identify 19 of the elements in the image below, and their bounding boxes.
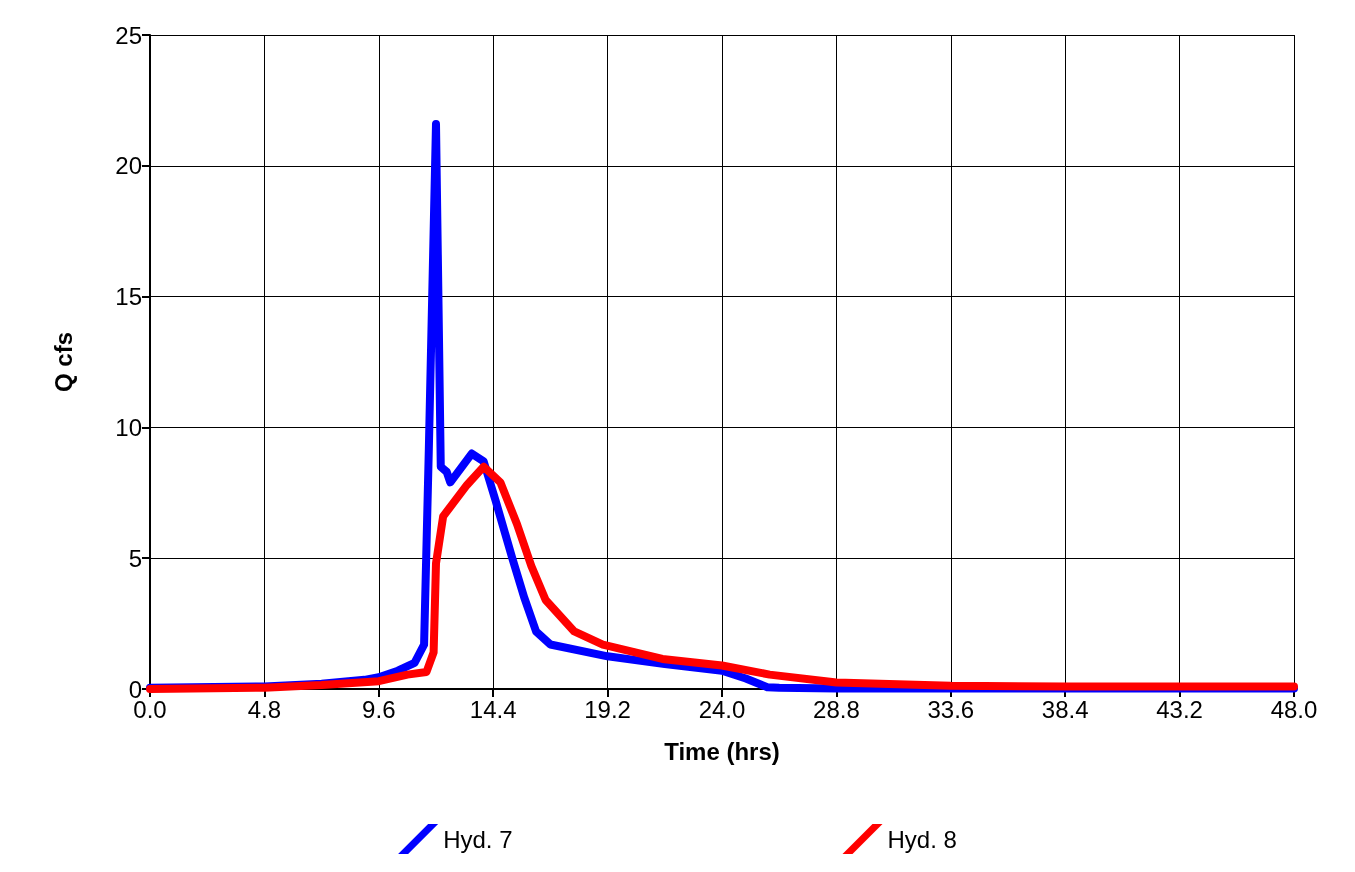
y-axis-title: Q cfs xyxy=(49,331,77,393)
x-tick-label: 43.2 xyxy=(1156,695,1203,723)
y-tick-label: 5 xyxy=(128,544,142,572)
x-tick-label: 33.6 xyxy=(927,695,975,723)
x-tick-label: 28.8 xyxy=(813,695,860,723)
x-tick-label: 19.2 xyxy=(584,695,631,723)
x-tick-label: 24.0 xyxy=(698,695,746,723)
x-tick-label: 9.6 xyxy=(362,695,396,723)
legend-label: Hyd. 8 xyxy=(887,825,957,853)
y-tick-label: 20 xyxy=(115,152,142,180)
y-tick-label: 15 xyxy=(115,283,142,311)
legend-label: Hyd. 7 xyxy=(443,825,513,853)
x-tick-label: 38.4 xyxy=(1041,695,1089,723)
x-tick-label: 48.0 xyxy=(1270,695,1318,723)
x-tick-label: 4.8 xyxy=(247,695,282,723)
x-tick-label: 14.4 xyxy=(469,695,517,723)
y-tick-label: 10 xyxy=(115,413,142,441)
y-tick-label: 25 xyxy=(115,21,142,49)
x-axis-title: Time (hrs) xyxy=(664,737,780,765)
